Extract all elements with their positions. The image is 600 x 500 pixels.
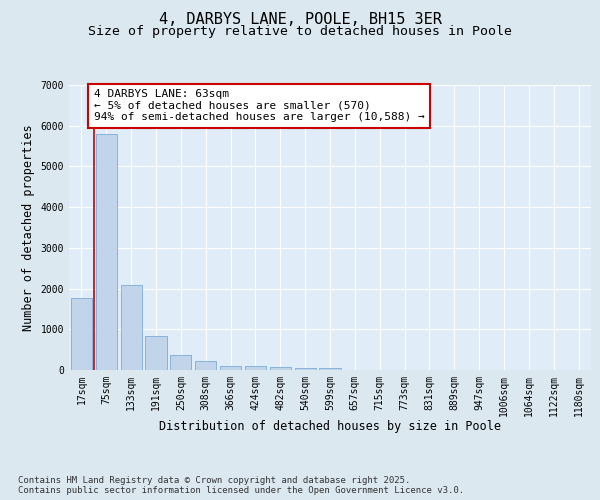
Bar	[195, 361, 216, 370]
Bar	[96, 134, 117, 370]
Text: 4, DARBYS LANE, POOLE, BH15 3ER: 4, DARBYS LANE, POOLE, BH15 3ER	[158, 12, 442, 28]
Bar	[319, 368, 341, 370]
Bar	[220, 366, 241, 370]
Bar	[270, 368, 291, 370]
Bar	[295, 368, 316, 370]
Bar	[145, 336, 167, 370]
Text: Size of property relative to detached houses in Poole: Size of property relative to detached ho…	[88, 25, 512, 38]
Text: Contains HM Land Registry data © Crown copyright and database right 2025.
Contai: Contains HM Land Registry data © Crown c…	[18, 476, 464, 495]
Bar	[71, 298, 92, 370]
Text: 4 DARBYS LANE: 63sqm
← 5% of detached houses are smaller (570)
94% of semi-detac: 4 DARBYS LANE: 63sqm ← 5% of detached ho…	[94, 89, 425, 122]
X-axis label: Distribution of detached houses by size in Poole: Distribution of detached houses by size …	[159, 420, 501, 433]
Y-axis label: Number of detached properties: Number of detached properties	[22, 124, 35, 331]
Bar	[245, 366, 266, 370]
Bar	[170, 355, 191, 370]
Bar	[121, 286, 142, 370]
